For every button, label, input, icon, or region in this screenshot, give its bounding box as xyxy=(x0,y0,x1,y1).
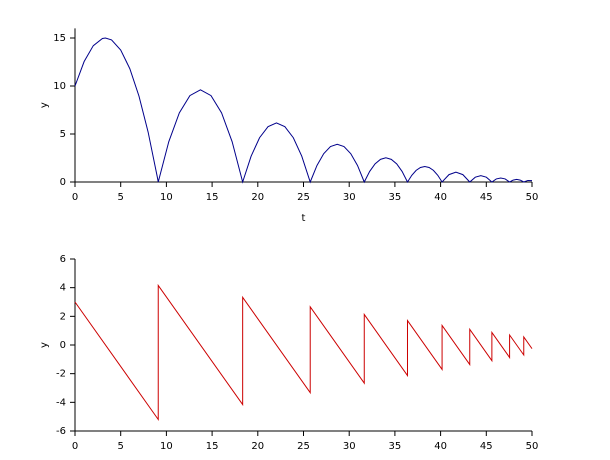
x-tick-label: 5 xyxy=(118,192,124,203)
y-tick-label: 5 xyxy=(60,129,66,140)
x-tick-label: 10 xyxy=(160,441,173,452)
data-line xyxy=(74,283,533,422)
x-tick-label: 10 xyxy=(160,192,173,203)
x-tick-label: 45 xyxy=(480,441,493,452)
y-tick-label: -4 xyxy=(56,397,66,408)
y-tick-label: 0 xyxy=(60,340,66,351)
y-axis-label: y xyxy=(39,102,50,108)
y-tick-label: 15 xyxy=(53,33,66,44)
x-tick-label: 15 xyxy=(206,441,219,452)
x-tick-label: 15 xyxy=(206,192,219,203)
x-tick-label: 20 xyxy=(251,441,264,452)
y-tick-label: 10 xyxy=(53,81,66,92)
x-tick-label: 40 xyxy=(434,441,447,452)
y-tick-label: 0 xyxy=(60,177,66,188)
y-axis-label: y xyxy=(39,342,50,348)
x-tick-label: 35 xyxy=(389,192,402,203)
x-tick-label: 30 xyxy=(343,192,356,203)
x-tick-label: 45 xyxy=(480,192,493,203)
x-tick-label: 50 xyxy=(526,192,539,203)
x-tick-label: 25 xyxy=(297,192,310,203)
y-tick-label: -2 xyxy=(56,369,66,380)
data-line xyxy=(74,37,533,184)
y-tick-label: -6 xyxy=(56,426,66,437)
x-tick-label: 0 xyxy=(72,192,78,203)
x-tick-label: 20 xyxy=(251,192,264,203)
y-tick-label: 6 xyxy=(60,254,66,265)
y-tick-label: 2 xyxy=(60,311,66,322)
x-tick-label: 5 xyxy=(118,441,124,452)
x-tick-label: 40 xyxy=(434,192,447,203)
x-axis-label: t xyxy=(302,213,306,224)
y-tick-label: 4 xyxy=(60,283,66,294)
x-tick-label: 35 xyxy=(389,441,402,452)
x-tick-label: 0 xyxy=(72,441,78,452)
x-tick-label: 25 xyxy=(297,441,310,452)
x-tick-label: 50 xyxy=(526,441,539,452)
x-tick-label: 30 xyxy=(343,441,356,452)
